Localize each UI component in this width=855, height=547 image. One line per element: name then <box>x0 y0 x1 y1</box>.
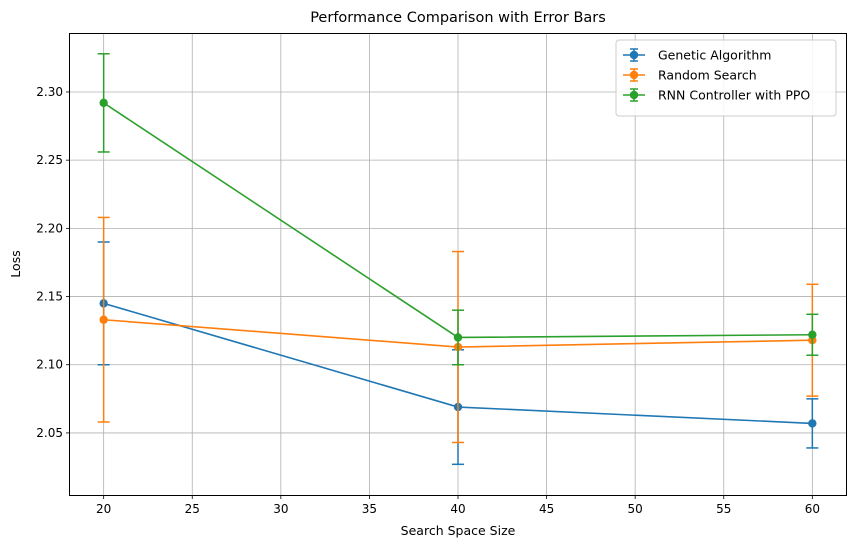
series-layer <box>97 53 819 466</box>
y-tick-label: 2.15 <box>36 290 63 304</box>
legend-swatch-marker <box>629 90 639 100</box>
x-tick-label: 30 <box>273 502 288 516</box>
x-tick-label: 60 <box>805 502 820 516</box>
data-point <box>99 98 108 108</box>
y-axis-label: Loss <box>8 250 23 277</box>
legend-swatch-marker <box>629 50 639 60</box>
legend-swatch-marker <box>629 70 639 80</box>
data-point <box>808 330 817 339</box>
ticks: 20 25 30 35 40 45 50 55 60 2.05 2.10 2.15 2.20 2.25 2.… <box>36 85 820 516</box>
x-axis-label: Search Space Size <box>401 523 516 538</box>
data-point <box>453 333 463 342</box>
y-tick-label: 2.30 <box>36 85 63 99</box>
data-point <box>99 315 108 324</box>
x-tick-label: 45 <box>539 502 554 516</box>
x-tick-label: 25 <box>185 502 200 516</box>
legend-label: Random Search <box>658 68 757 83</box>
chart-title: Performance Comparison with Error Bars <box>310 10 606 26</box>
x-tick-label: 20 <box>96 502 111 516</box>
legend-box <box>615 39 837 117</box>
y-tick-label: 2.20 <box>36 221 63 235</box>
x-tick-label: 35 <box>362 502 377 516</box>
legend-label: Genetic Algorithm <box>658 48 771 63</box>
x-tick-label: 40 <box>450 502 465 516</box>
y-tick-label: 2.25 <box>36 153 63 167</box>
x-tick-label: 50 <box>628 502 643 516</box>
legend-label: RNN Controller with PPO <box>658 88 810 103</box>
series-2 <box>97 53 819 366</box>
data-point <box>808 419 817 428</box>
legend: Genetic Algorithm Random Search RNN Contro… <box>615 39 837 117</box>
y-tick-label: 2.05 <box>36 426 63 440</box>
y-tick-label: 2.10 <box>36 358 63 372</box>
x-tick-label: 55 <box>716 502 731 516</box>
